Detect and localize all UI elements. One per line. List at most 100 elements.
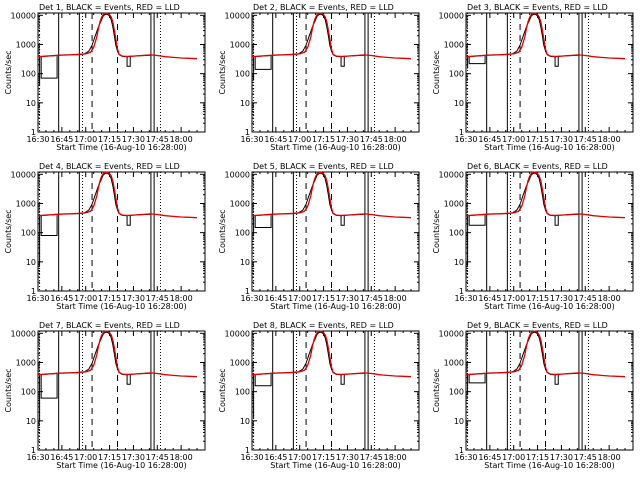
lld-series-line xyxy=(37,12,198,60)
lld-series-line xyxy=(37,171,198,219)
events-series-line xyxy=(465,13,579,58)
x-tick-label: 17:45 xyxy=(574,135,597,144)
events-gap-dip xyxy=(40,214,58,236)
panel-det-2: Det 2, BLACK = Events, RED = LLD Counts/s… xyxy=(218,3,420,152)
y-tick-label: 1 xyxy=(245,446,250,455)
x-axis-label: Start Time (16-Aug-10 16:28:00) xyxy=(270,302,401,311)
x-tick-label: 17:00 xyxy=(74,135,97,144)
panel-title: Det 7, BLACK = Events, RED = LLD xyxy=(39,321,180,330)
panel-det-9: Det 9, BLACK = Events, RED = LLD Counts/s… xyxy=(432,321,634,470)
x-tick-label: 16:45 xyxy=(478,135,501,144)
x-tick-label: 16:45 xyxy=(50,294,73,303)
x-tick-label: 18:00 xyxy=(384,135,407,144)
events-series-line xyxy=(251,13,365,58)
events-notch xyxy=(126,374,131,385)
x-tick-label: 17:30 xyxy=(336,294,359,303)
y-tick-label: 10000 xyxy=(11,11,36,20)
lld-series-line xyxy=(37,330,198,378)
x-tick-label: 17:45 xyxy=(146,453,169,462)
panel-det-3: Det 3, BLACK = Events, RED = LLD Counts/s… xyxy=(432,3,634,152)
x-axis-label: Start Time (16-Aug-10 16:28:00) xyxy=(56,461,187,470)
x-tick-label: 18:00 xyxy=(598,453,621,462)
events-notch xyxy=(340,374,345,385)
events-series-line xyxy=(465,172,579,217)
x-tick-label: 17:00 xyxy=(502,135,525,144)
x-tick-label: 17:45 xyxy=(146,294,169,303)
y-tick-label: 1 xyxy=(31,446,36,455)
events-notch xyxy=(126,56,131,67)
x-tick-label: 17:00 xyxy=(288,453,311,462)
y-tick-label: 10 xyxy=(454,258,464,267)
x-axis-label: Start Time (16-Aug-10 16:28:00) xyxy=(56,302,187,311)
x-tick-label: 16:45 xyxy=(264,135,287,144)
x-axis-label: Start Time (16-Aug-10 16:28:00) xyxy=(484,461,615,470)
x-tick-label: 18:00 xyxy=(598,294,621,303)
y-axis-label: Counts/sec xyxy=(432,209,441,253)
x-tick-label: 17:45 xyxy=(146,135,169,144)
x-axis-label: Start Time (16-Aug-10 16:28:00) xyxy=(56,143,187,152)
x-tick-label: 17:30 xyxy=(550,294,573,303)
x-tick-label: 17:00 xyxy=(288,294,311,303)
y-tick-label: 1 xyxy=(459,446,464,455)
panel-title: Det 4, BLACK = Events, RED = LLD xyxy=(39,162,180,171)
events-notch xyxy=(126,215,131,226)
events-gap-dip xyxy=(468,373,486,384)
y-tick-label: 1 xyxy=(31,287,36,296)
x-tick-label: 16:45 xyxy=(50,135,73,144)
x-tick-label: 17:30 xyxy=(550,135,573,144)
x-tick-label: 17:45 xyxy=(360,294,383,303)
y-tick-label: 10 xyxy=(26,99,36,108)
y-tick-label: 100 xyxy=(21,229,36,238)
x-tick-label: 17:45 xyxy=(574,294,597,303)
x-tick-label: 17:30 xyxy=(550,453,573,462)
panel-title: Det 8, BLACK = Events, RED = LLD xyxy=(253,321,394,330)
plot-frame xyxy=(465,171,634,292)
lld-series-line xyxy=(251,171,412,219)
events-series-line xyxy=(37,331,151,376)
x-tick-label: 17:45 xyxy=(360,453,383,462)
panel-det-1: Det 1, BLACK = Events, RED = LLD Counts/s… xyxy=(4,3,206,152)
events-gap-dip xyxy=(468,55,486,65)
events-notch xyxy=(554,215,559,226)
x-tick-label: 17:45 xyxy=(360,135,383,144)
y-tick-label: 1 xyxy=(245,128,250,137)
panel-title: Det 5, BLACK = Events, RED = LLD xyxy=(253,162,394,171)
events-series-line xyxy=(251,172,365,217)
plot-frame xyxy=(251,330,420,451)
y-axis-label: Counts/sec xyxy=(4,50,13,94)
y-tick-label: 10000 xyxy=(11,170,36,179)
y-tick-label: 100 xyxy=(235,229,250,238)
y-tick-label: 100 xyxy=(21,70,36,79)
x-tick-label: 17:15 xyxy=(526,453,549,462)
panel-title: Det 3, BLACK = Events, RED = LLD xyxy=(467,3,608,12)
events-notch xyxy=(340,56,345,67)
panel-det-7: Det 7, BLACK = Events, RED = LLD Counts/s… xyxy=(4,321,206,470)
plot-frame xyxy=(465,12,634,133)
x-tick-label: 18:00 xyxy=(170,453,193,462)
x-tick-label: 17:00 xyxy=(74,453,97,462)
x-axis-label: Start Time (16-Aug-10 16:28:00) xyxy=(270,143,401,152)
x-tick-label: 18:00 xyxy=(384,294,407,303)
panel-title: Det 6, BLACK = Events, RED = LLD xyxy=(467,162,608,171)
panel-det-8: Det 8, BLACK = Events, RED = LLD Counts/s… xyxy=(218,321,420,470)
panel-det-5: Det 5, BLACK = Events, RED = LLD Counts/s… xyxy=(218,162,420,311)
y-tick-label: 100 xyxy=(21,388,36,397)
plot-frame xyxy=(465,330,634,451)
x-tick-label: 18:00 xyxy=(384,453,407,462)
x-tick-label: 16:30 xyxy=(240,135,263,144)
x-tick-label: 16:30 xyxy=(454,453,477,462)
x-tick-label: 18:00 xyxy=(170,294,193,303)
y-tick-label: 10000 xyxy=(225,170,250,179)
y-tick-label: 100 xyxy=(449,388,464,397)
x-tick-label: 17:30 xyxy=(336,453,359,462)
y-tick-label: 100 xyxy=(449,229,464,238)
events-gap-dip xyxy=(40,55,58,79)
x-tick-label: 16:45 xyxy=(478,294,501,303)
x-tick-label: 17:15 xyxy=(98,294,121,303)
plot-frame xyxy=(37,12,206,133)
events-gap-dip xyxy=(254,55,272,70)
y-tick-label: 1000 xyxy=(230,40,250,49)
x-tick-label: 16:45 xyxy=(478,453,501,462)
x-tick-label: 18:00 xyxy=(598,135,621,144)
y-tick-label: 1000 xyxy=(16,199,36,208)
